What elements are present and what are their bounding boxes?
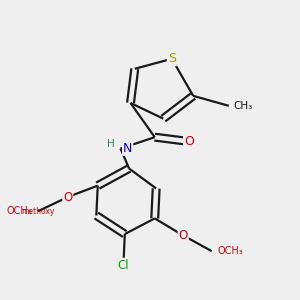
Text: H: H	[107, 139, 114, 149]
Text: Cl: Cl	[118, 259, 129, 272]
Text: S: S	[168, 52, 176, 65]
Text: O: O	[63, 190, 72, 203]
Text: O: O	[184, 135, 194, 148]
Text: O: O	[178, 229, 188, 242]
Text: N: N	[123, 142, 132, 155]
Text: OCH₃: OCH₃	[7, 206, 32, 216]
Text: OCH₃: OCH₃	[218, 246, 243, 256]
Text: CH₃: CH₃	[233, 101, 252, 111]
Text: methoxy: methoxy	[21, 207, 55, 216]
